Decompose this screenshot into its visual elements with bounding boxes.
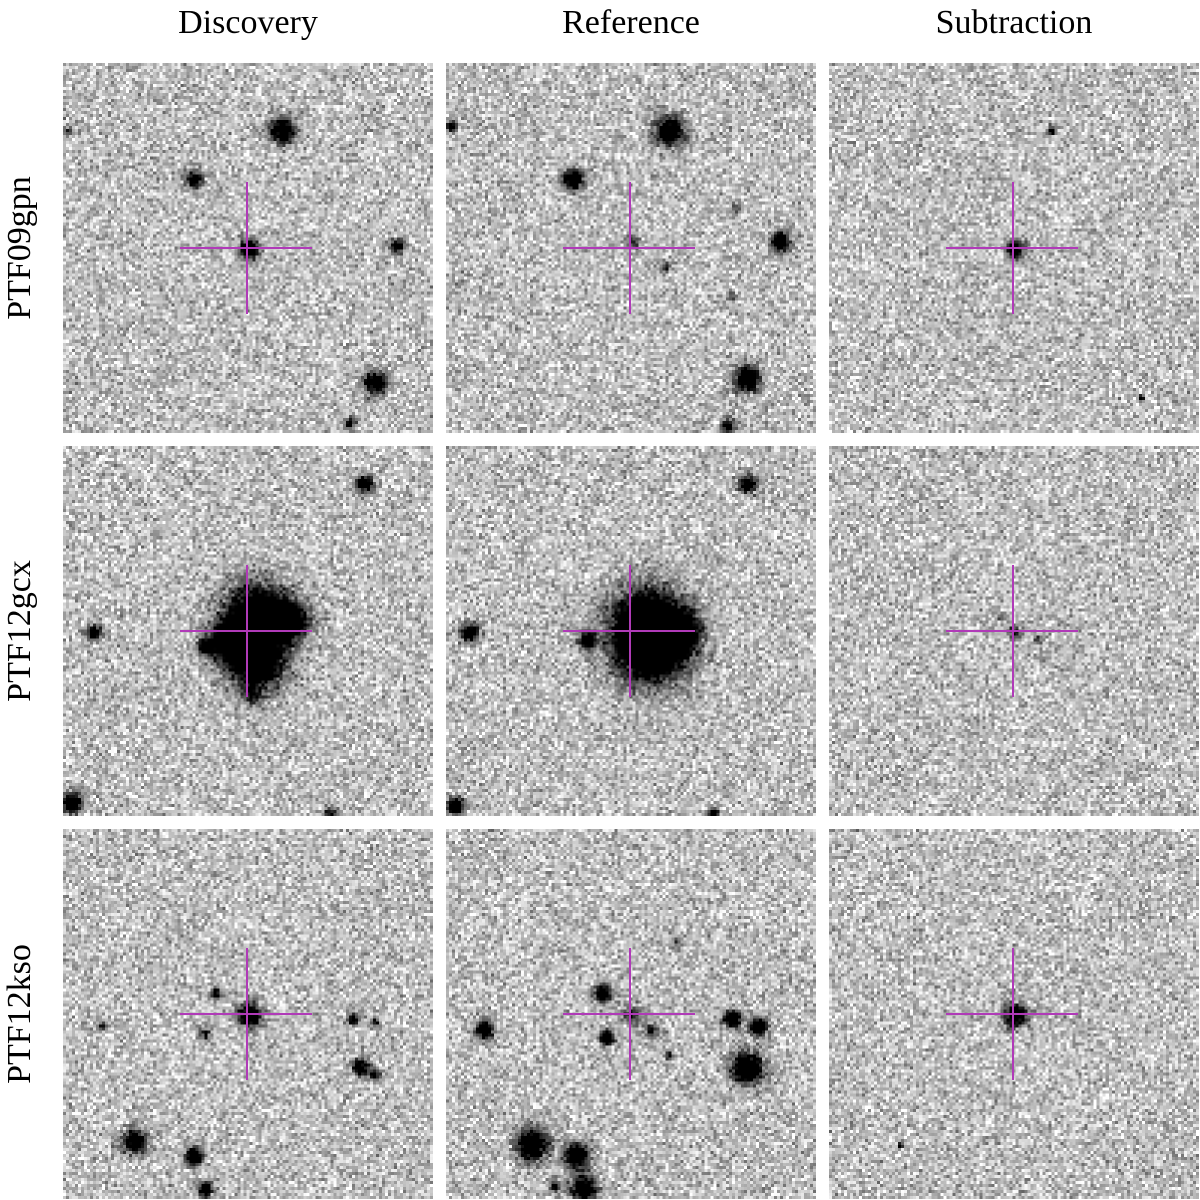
- crosshair-vertical: [1012, 948, 1014, 1080]
- row-title-ptf09gpn: PTF09gpn: [0, 63, 40, 433]
- ptf09gpn-reference-image: [446, 63, 816, 433]
- row-label: PTF09gpn: [1, 176, 38, 320]
- ptf09gpn-discovery-image: [63, 63, 433, 433]
- ptf12kso-reference-image: [446, 829, 816, 1199]
- column-title-reference: Reference: [562, 4, 700, 41]
- ptf12gcx-subtraction-image: [829, 446, 1199, 816]
- ptf09gpn-subtraction-image: [829, 63, 1199, 433]
- row-title-ptf12gcx: PTF12gcx: [0, 446, 40, 816]
- crosshair-vertical: [629, 182, 631, 314]
- column-title-discovery: Discovery: [178, 4, 318, 41]
- ptf12gcx-discovery-image: [63, 446, 433, 816]
- row-title-ptf12kso: PTF12kso: [0, 829, 40, 1199]
- crosshair-vertical: [246, 182, 248, 314]
- ptf12kso-discovery-image: [63, 829, 433, 1199]
- crosshair-vertical: [246, 948, 248, 1080]
- ptf12kso-subtraction-image: [829, 829, 1199, 1199]
- crosshair-vertical: [1012, 182, 1014, 314]
- ptf12gcx-reference-image: [446, 446, 816, 816]
- crosshair-vertical: [629, 565, 631, 697]
- crosshair-vertical: [629, 948, 631, 1080]
- crosshair-vertical: [246, 565, 248, 697]
- row-label: PTF12kso: [1, 944, 39, 1084]
- crosshair-vertical: [1012, 565, 1014, 697]
- row-label: PTF12gcx: [1, 560, 38, 702]
- column-title-subtraction: Subtraction: [935, 4, 1093, 41]
